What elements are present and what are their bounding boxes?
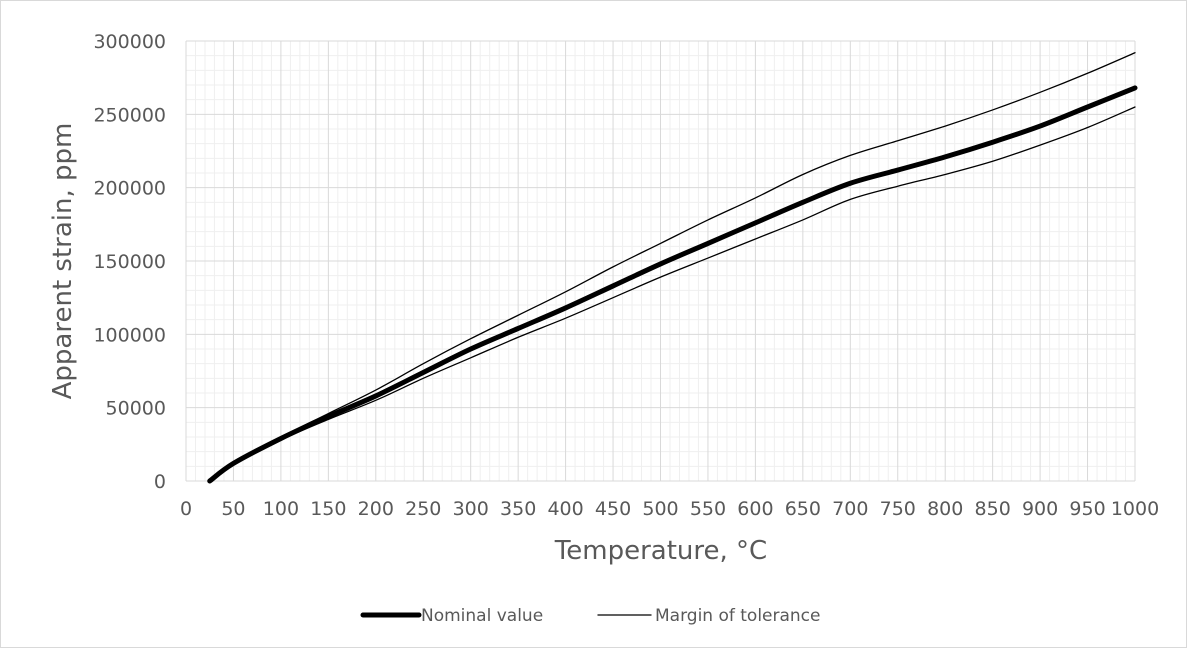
y-tick-label: 300000: [93, 31, 166, 53]
x-tick-labels: 0 50 100 150 200 250 300 350 400 450 500 550 600 650 7…: [180, 498, 1159, 520]
x-tick-label: 300: [453, 498, 489, 520]
x-tick-label: 350: [500, 498, 536, 520]
x-tick-label: 500: [642, 498, 678, 520]
x-tick-label: 450: [595, 498, 631, 520]
y-tick-label: 100000: [93, 324, 166, 346]
x-tick-label: 600: [737, 498, 773, 520]
x-tick-label: 250: [405, 498, 441, 520]
x-tick-label: 550: [690, 498, 726, 520]
x-tick-label: 700: [832, 498, 868, 520]
x-tick-label: 800: [927, 498, 963, 520]
series-line-nominal: [207, 85, 1138, 484]
x-tick-label: 750: [880, 498, 916, 520]
x-tick-label: 100: [263, 498, 299, 520]
y-tick-labels: 0 50000 100000 150000 200000 250000 300000: [93, 31, 166, 493]
x-axis-title: Temperature, °C: [554, 536, 767, 566]
y-tick-label: 150000: [93, 251, 166, 273]
legend-label: Margin of tolerance: [655, 606, 821, 626]
x-tick-label: 950: [1069, 498, 1105, 520]
y-tick-label: 0: [154, 471, 166, 493]
x-tick-label: 1000: [1111, 498, 1159, 520]
legend-label: Nominal value: [421, 606, 543, 626]
y-tick-label: 200000: [93, 178, 166, 200]
series-line-lower-tolerance: [209, 106, 1136, 482]
x-tick-label: 400: [547, 498, 583, 520]
x-tick-label: 650: [785, 498, 821, 520]
x-tick-label: 0: [180, 498, 192, 520]
y-axis-title: Apparent strain, ppm: [48, 123, 78, 400]
legend: Nominal value Margin of tolerance: [360, 606, 821, 626]
x-tick-label: 900: [1022, 498, 1058, 520]
y-tick-label: 50000: [106, 398, 166, 420]
x-tick-label: 150: [310, 498, 346, 520]
series-line-upper-tolerance: [209, 52, 1136, 482]
x-tick-label: 50: [221, 498, 245, 520]
y-tick-label: 250000: [93, 104, 166, 126]
x-tick-label: 850: [975, 498, 1011, 520]
x-tick-label: 200: [358, 498, 394, 520]
